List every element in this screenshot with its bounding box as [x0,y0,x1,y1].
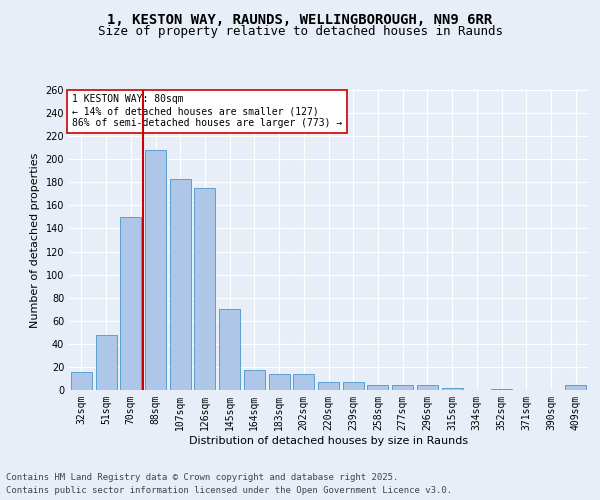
Bar [71,372,92,390]
Bar [318,382,339,390]
Bar [392,386,413,390]
Text: Contains HM Land Registry data © Crown copyright and database right 2025.: Contains HM Land Registry data © Crown c… [6,472,398,482]
X-axis label: Distribution of detached houses by size in Raunds: Distribution of detached houses by size … [189,436,468,446]
Bar [343,382,364,390]
Bar [120,217,141,390]
Bar [145,150,166,390]
Text: Size of property relative to detached houses in Raunds: Size of property relative to detached ho… [97,25,503,38]
Bar [565,386,586,390]
Bar [170,179,191,390]
Bar [367,386,388,390]
Y-axis label: Number of detached properties: Number of detached properties [30,152,40,328]
Bar [95,334,116,390]
Bar [442,388,463,390]
Text: Contains public sector information licensed under the Open Government Licence v3: Contains public sector information licen… [6,486,452,495]
Bar [417,386,438,390]
Bar [194,188,215,390]
Text: 1, KESTON WAY, RAUNDS, WELLINGBOROUGH, NN9 6RR: 1, KESTON WAY, RAUNDS, WELLINGBOROUGH, N… [107,12,493,26]
Bar [293,374,314,390]
Bar [269,374,290,390]
Bar [491,389,512,390]
Bar [244,370,265,390]
Text: 1 KESTON WAY: 80sqm
← 14% of detached houses are smaller (127)
86% of semi-detac: 1 KESTON WAY: 80sqm ← 14% of detached ho… [71,94,342,128]
Bar [219,309,240,390]
